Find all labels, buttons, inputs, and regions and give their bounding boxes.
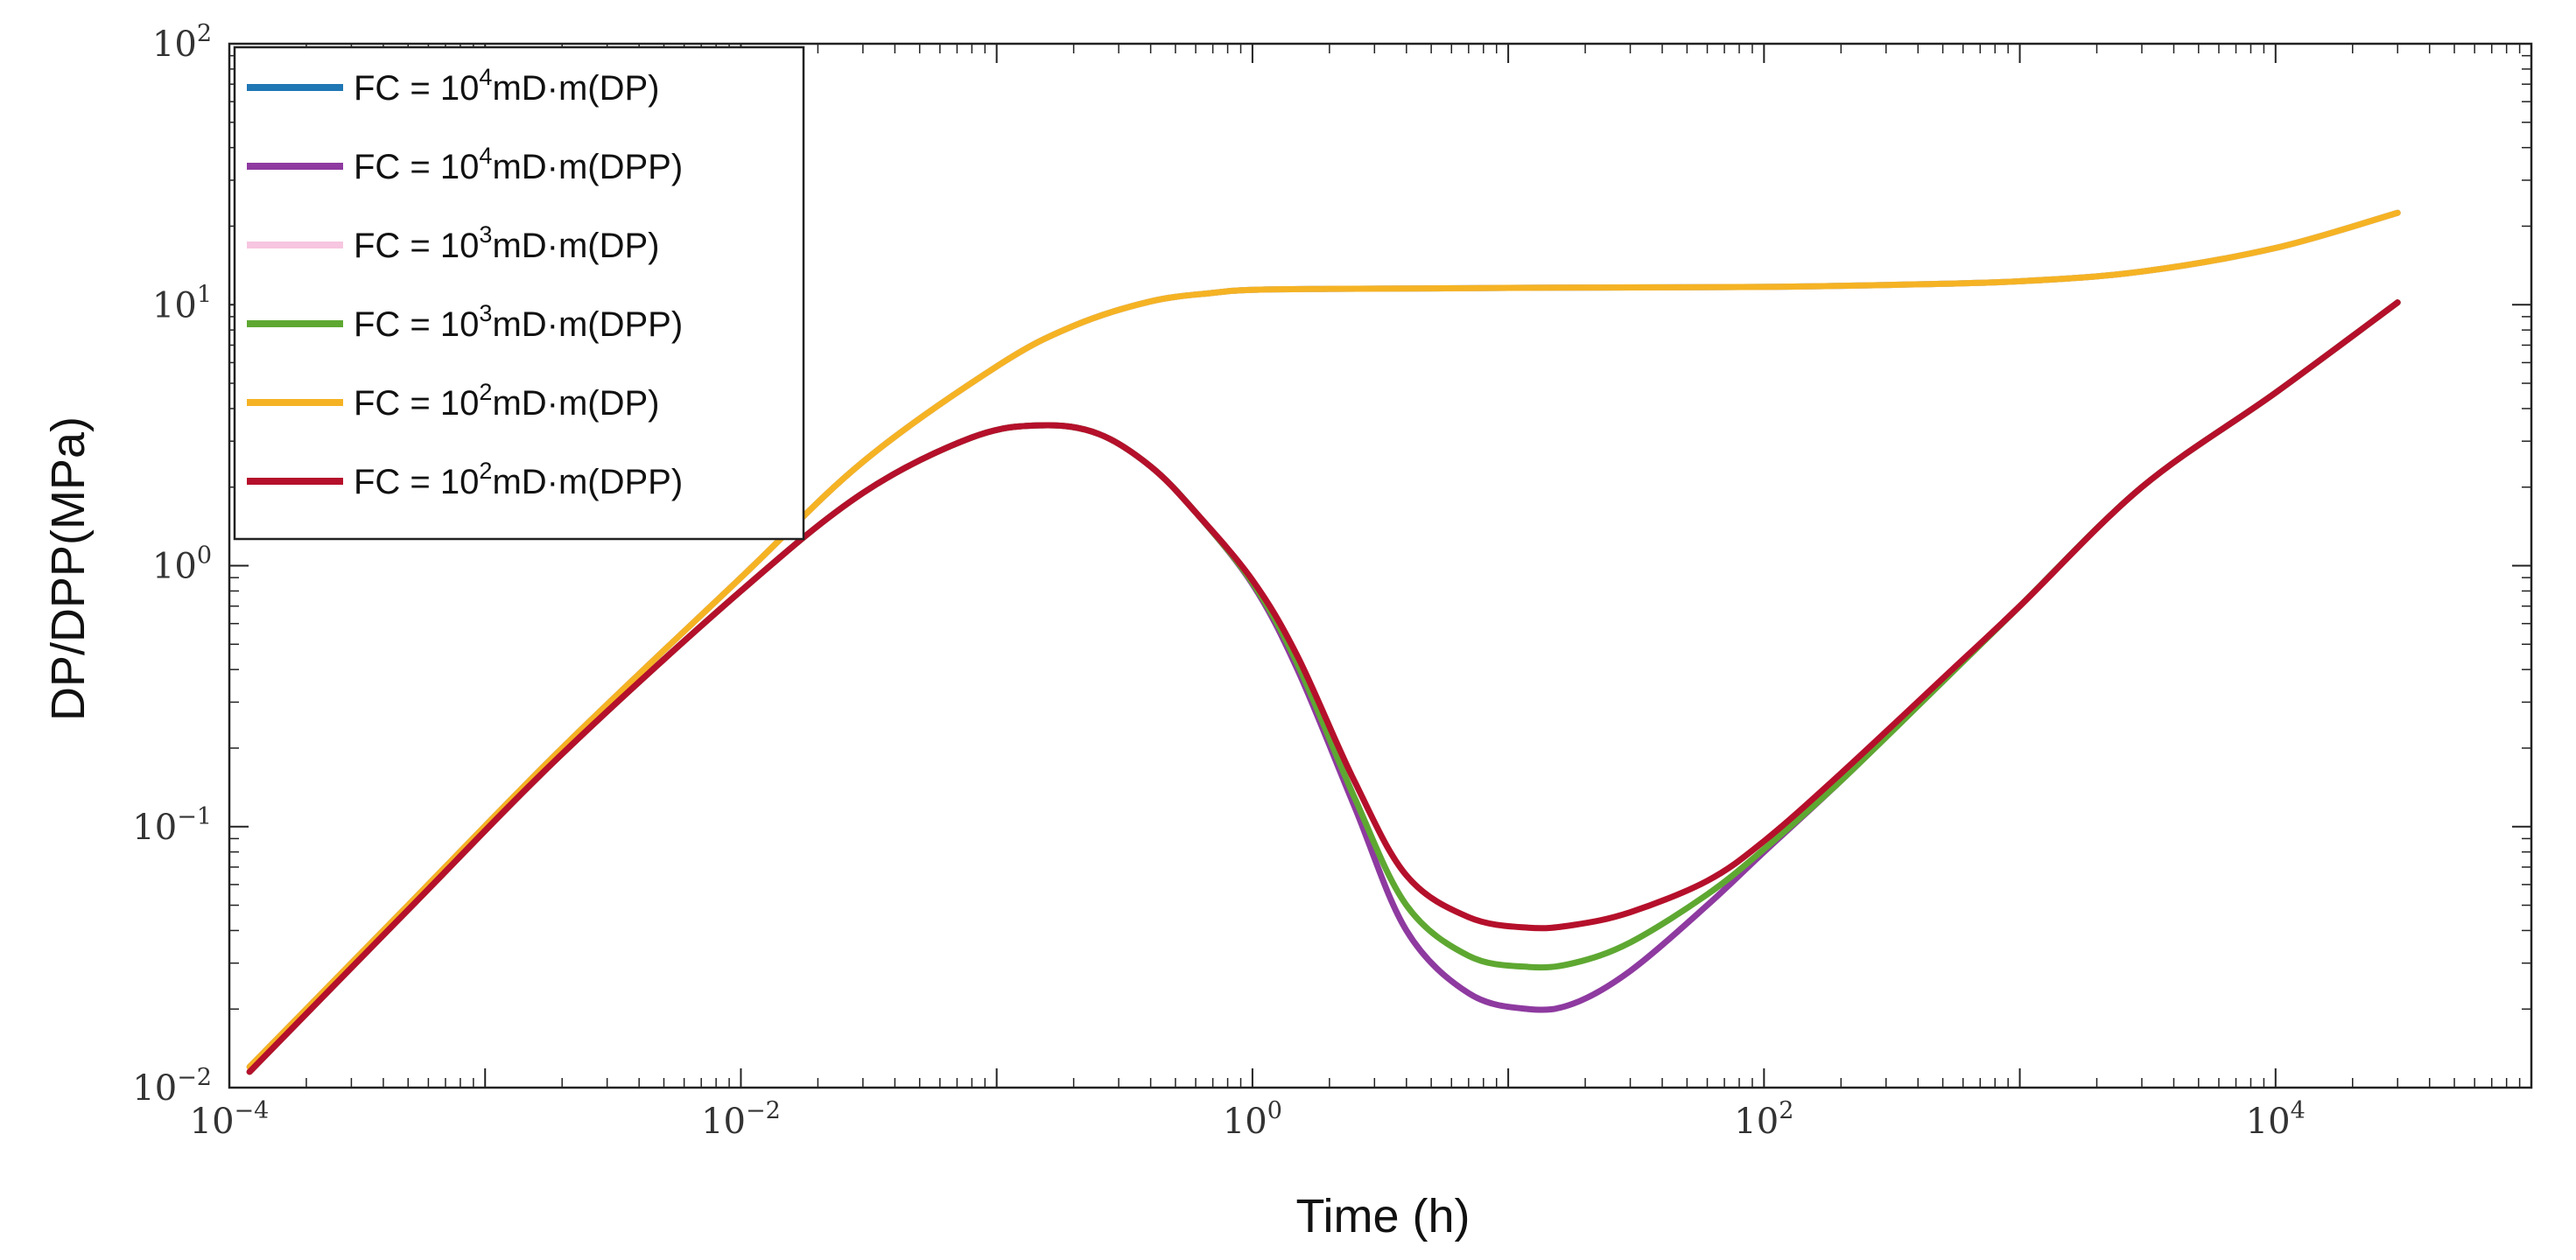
x-tick-base: 10 [2246,1102,2291,1142]
legend-entry-label: FC = 102mD·m(DP) [354,379,660,423]
legend-label-exponent: 3 [479,221,492,248]
legend-label-exponent: 4 [479,64,492,90]
legend-label-suffix: mD·m(DP) [492,384,659,423]
legend-label-prefix: FC = 10 [354,463,479,501]
x-tick-exponent: −2 [746,1097,781,1124]
legend: FC = 104mD·m(DP)FC = 104mD·m(DPP)FC = 10… [233,46,805,541]
x-tick-base: 10 [701,1102,746,1142]
legend-entry-label: FC = 102mD·m(DPP) [354,458,683,501]
y-tick-exponent: 2 [197,20,212,47]
x-tick-base: 10 [190,1102,235,1142]
y-tick-base: 10 [132,1068,177,1109]
y-tick-label: 100 [152,542,212,587]
y-tick-base: 10 [152,285,197,326]
legend-label-exponent: 4 [479,143,492,169]
legend-label-exponent: 3 [479,300,492,326]
legend-label-prefix: FC = 10 [354,305,479,344]
x-tick-label: 100 [1223,1097,1282,1142]
series-layer [246,209,2401,1075]
y-tick-label: 102 [152,20,212,65]
legend-entry-label: FC = 103mD·m(DP) [354,221,660,265]
y-axis-title: DP/DPP(MPa) [42,416,95,721]
y-tick-exponent: −2 [177,1064,212,1091]
legend-label-prefix: FC = 10 [354,148,479,186]
legend-entry-label: FC = 103mD·m(DPP) [354,300,683,344]
series-line-5 [246,209,2401,1070]
y-tick-exponent: −1 [177,803,212,830]
y-tick-base: 10 [152,547,197,587]
legend-box [233,46,805,541]
legend-label-prefix: FC = 10 [354,227,479,265]
x-tick-exponent: 4 [2291,1097,2306,1124]
y-tick-label: 10−1 [132,803,212,848]
legend-label-suffix: mD·m(DP) [492,227,659,265]
y-tick-label: 101 [152,281,212,326]
x-tick-exponent: −4 [235,1097,270,1124]
legend-label-exponent: 2 [479,379,492,405]
legend-label-suffix: mD·m(DPP) [492,305,683,344]
y-tick-exponent: 1 [197,281,212,308]
x-tick-exponent: 0 [1267,1097,1282,1124]
y-tick-base: 10 [132,808,177,848]
legend-label-prefix: FC = 10 [354,69,479,108]
x-axis-ticks: 10−4 10−2 100 102 104 [190,44,2532,1142]
legend-entry-label: FC = 104mD·m(DPP) [354,143,683,186]
legend-label-suffix: mD·m(DP) [492,69,659,108]
x-tick-label: 10−2 [701,1097,781,1142]
x-tick-base: 10 [1223,1102,1267,1142]
x-axis-title: Time (h) [1296,1190,1470,1242]
legend-entry-label: FC = 104mD·m(DP) [354,64,660,108]
x-tick-label: 10−4 [190,1097,270,1142]
y-tick-label: 10−2 [132,1064,212,1109]
legend-label-suffix: mD·m(DPP) [492,148,683,186]
x-tick-base: 10 [1734,1102,1779,1142]
legend-label-prefix: FC = 10 [354,384,479,423]
x-tick-label: 102 [1734,1097,1793,1142]
legend-label-exponent: 2 [479,458,492,484]
x-tick-exponent: 2 [1779,1097,1793,1124]
series-line-6 [246,299,2401,1075]
y-tick-exponent: 0 [197,542,212,570]
legend-label-suffix: mD·m(DPP) [492,463,683,501]
x-tick-label: 104 [2246,1097,2306,1142]
y-tick-base: 10 [152,24,197,65]
